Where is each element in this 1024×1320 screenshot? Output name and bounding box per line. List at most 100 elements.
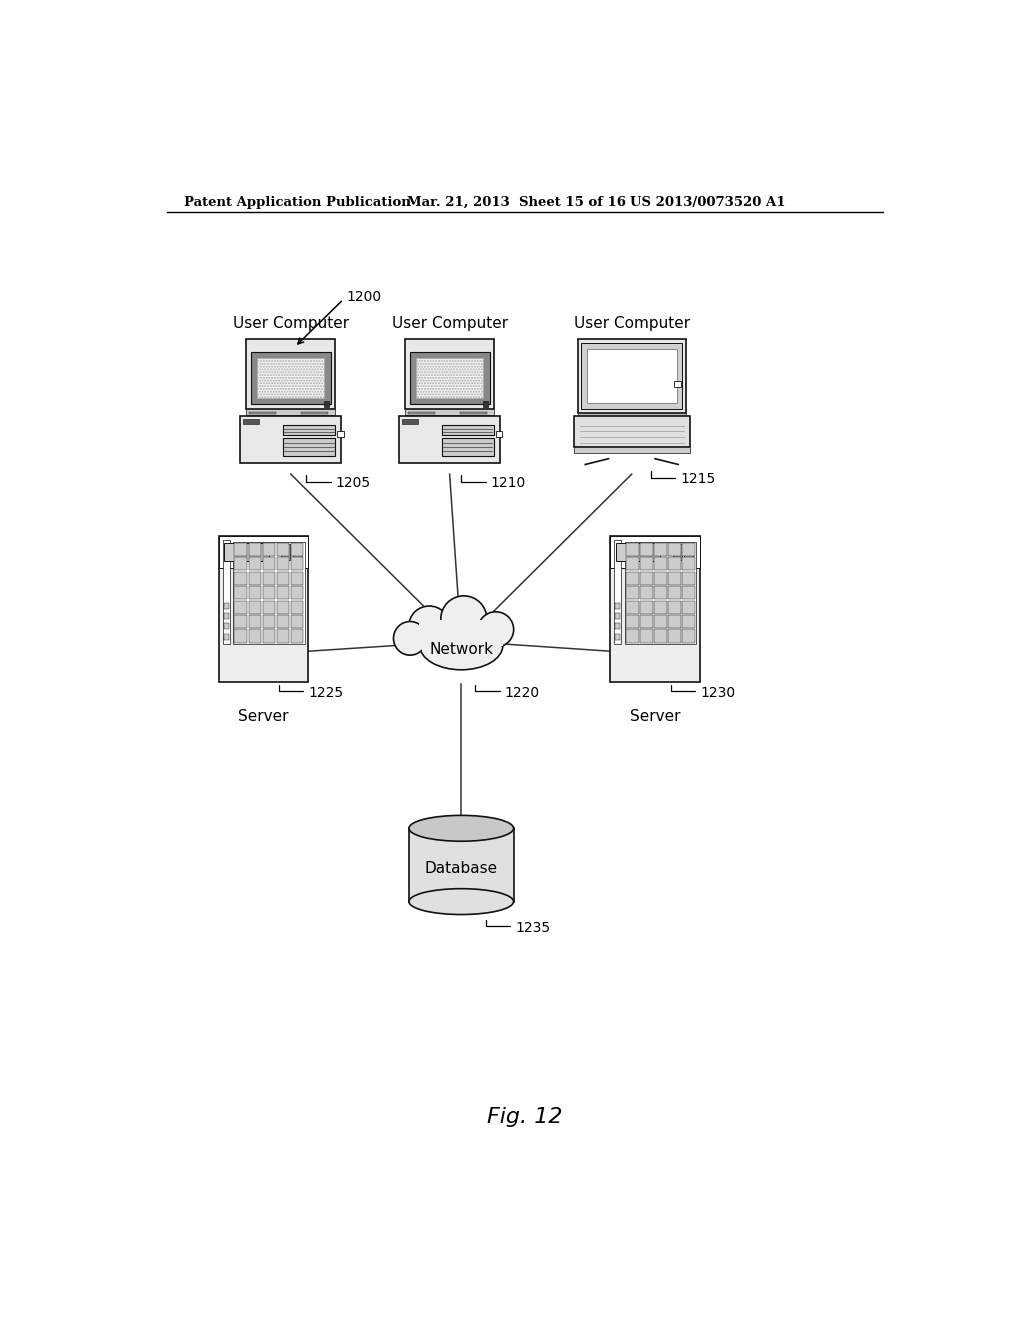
- Bar: [262, 572, 275, 585]
- Bar: [249, 543, 261, 556]
- Bar: [262, 557, 275, 570]
- Text: Fig. 12: Fig. 12: [487, 1107, 562, 1127]
- Bar: [249, 601, 261, 614]
- Bar: [276, 615, 290, 628]
- Bar: [626, 601, 639, 614]
- Bar: [640, 586, 652, 599]
- Bar: [668, 572, 681, 585]
- Text: 1215: 1215: [681, 473, 716, 487]
- Bar: [249, 615, 261, 628]
- Bar: [668, 601, 681, 614]
- Bar: [614, 623, 621, 630]
- Bar: [293, 544, 302, 560]
- Bar: [251, 351, 331, 404]
- Bar: [276, 572, 290, 585]
- Bar: [614, 603, 621, 609]
- Bar: [224, 543, 269, 561]
- Bar: [262, 630, 275, 643]
- Bar: [409, 829, 514, 902]
- Text: Server: Server: [630, 709, 680, 725]
- Bar: [626, 586, 639, 599]
- Bar: [668, 543, 681, 556]
- Text: Database: Database: [425, 861, 498, 876]
- Bar: [276, 601, 290, 614]
- Bar: [684, 544, 693, 560]
- Bar: [406, 409, 495, 414]
- Bar: [626, 572, 639, 585]
- Bar: [249, 412, 276, 413]
- Bar: [244, 418, 259, 424]
- Ellipse shape: [420, 622, 503, 669]
- Bar: [673, 544, 682, 560]
- Bar: [614, 540, 622, 644]
- Bar: [246, 409, 335, 414]
- Bar: [615, 543, 660, 561]
- Bar: [262, 586, 275, 599]
- Bar: [325, 401, 329, 407]
- Bar: [234, 586, 248, 599]
- Bar: [337, 432, 344, 437]
- Bar: [234, 615, 248, 628]
- Bar: [654, 543, 667, 556]
- Bar: [283, 438, 335, 455]
- Bar: [291, 630, 303, 643]
- Bar: [223, 623, 229, 630]
- Bar: [614, 614, 621, 619]
- Bar: [223, 614, 229, 619]
- Bar: [668, 615, 681, 628]
- Text: 1220: 1220: [505, 686, 540, 700]
- Bar: [291, 601, 303, 614]
- Ellipse shape: [421, 623, 502, 668]
- Bar: [416, 358, 483, 397]
- Text: 1205: 1205: [336, 477, 371, 490]
- Bar: [234, 601, 248, 614]
- Bar: [241, 416, 341, 462]
- Bar: [640, 543, 652, 556]
- Bar: [399, 416, 500, 462]
- Bar: [654, 557, 667, 570]
- Bar: [668, 557, 681, 570]
- Text: 1210: 1210: [490, 477, 526, 490]
- Ellipse shape: [478, 611, 514, 647]
- Bar: [234, 572, 248, 585]
- Bar: [578, 413, 686, 416]
- Bar: [249, 557, 261, 570]
- Bar: [402, 418, 418, 424]
- Bar: [654, 572, 667, 585]
- Bar: [249, 586, 261, 599]
- Bar: [682, 601, 695, 614]
- Bar: [249, 572, 261, 585]
- Bar: [682, 572, 695, 585]
- Bar: [640, 615, 652, 628]
- Bar: [234, 543, 248, 556]
- Bar: [610, 536, 699, 682]
- Bar: [219, 536, 308, 568]
- Bar: [626, 615, 639, 628]
- Bar: [291, 572, 303, 585]
- Ellipse shape: [440, 595, 486, 642]
- Bar: [409, 412, 435, 413]
- Bar: [249, 630, 261, 643]
- Text: 1200: 1200: [346, 290, 382, 304]
- Bar: [441, 438, 494, 455]
- Bar: [291, 543, 303, 556]
- Bar: [262, 601, 275, 614]
- Bar: [283, 425, 335, 434]
- Text: User Computer: User Computer: [573, 317, 690, 331]
- Bar: [276, 586, 290, 599]
- Bar: [233, 541, 304, 644]
- Text: US 2013/0073520 A1: US 2013/0073520 A1: [630, 195, 785, 209]
- Bar: [582, 343, 682, 409]
- Bar: [573, 416, 690, 447]
- Bar: [654, 586, 667, 599]
- Text: 1235: 1235: [515, 920, 551, 935]
- Bar: [640, 572, 652, 585]
- Bar: [222, 540, 229, 644]
- Ellipse shape: [409, 606, 450, 645]
- Text: User Computer: User Computer: [232, 317, 349, 331]
- Bar: [654, 615, 667, 628]
- Bar: [610, 536, 699, 568]
- Bar: [587, 348, 677, 404]
- Bar: [682, 615, 695, 628]
- Bar: [460, 412, 486, 413]
